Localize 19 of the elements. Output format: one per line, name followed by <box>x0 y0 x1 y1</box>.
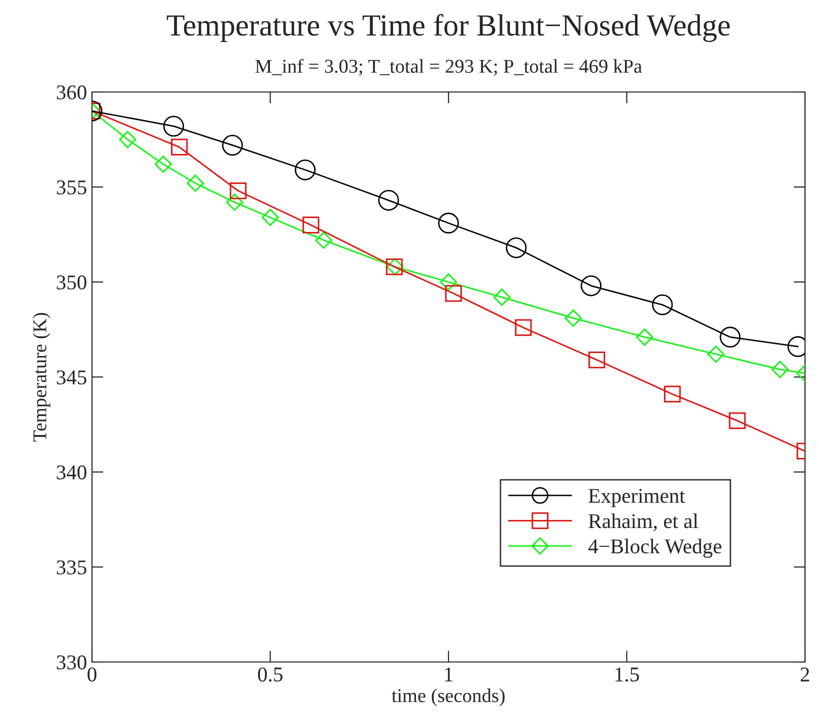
y-tick-label: 360 <box>56 85 86 100</box>
y-tick-label: 350 <box>56 275 86 290</box>
x-tick-label: 1.5 <box>616 668 639 682</box>
x-tick-label: 1 <box>445 668 452 682</box>
y-tick-label: 340 <box>56 465 86 480</box>
y-tick-label: 330 <box>56 655 86 670</box>
y-tick-label: 355 <box>56 180 86 194</box>
legend-label: Experiment <box>588 488 686 508</box>
chart-title: Temperature vs Time for Blunt−Nosed Wedge <box>166 14 730 42</box>
legend-label: 4−Block Wedge <box>588 538 722 558</box>
chart-subtitle: M_inf = 3.03; T_total = 293 K; P_total = 469 kPa <box>255 58 642 76</box>
x-tick-label: 2 <box>800 668 810 682</box>
x-tick-label: 0 <box>88 667 96 682</box>
x-tick-label: 0.5 <box>258 667 282 682</box>
y-tick-label: 345 <box>56 370 86 384</box>
y-tick-label: 335 <box>56 560 86 574</box>
x-axis-title: time (seconds) <box>392 688 505 706</box>
legend-label: Rahaim, et al <box>588 514 698 532</box>
y-axis-title: Temperature (K) <box>32 312 50 442</box>
